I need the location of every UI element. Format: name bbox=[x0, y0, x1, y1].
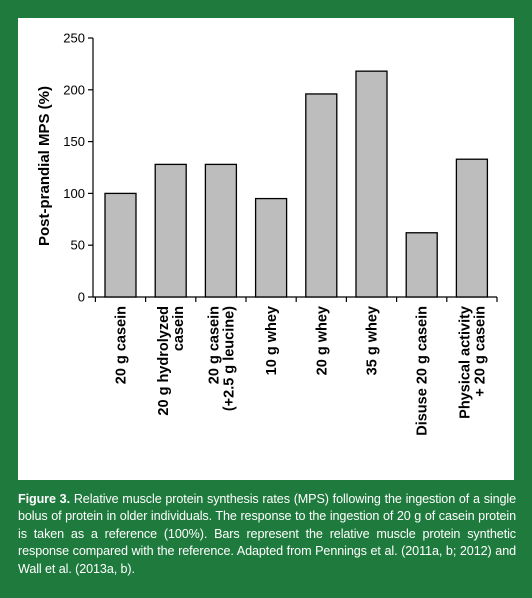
x-tick-label-line: 20 g whey bbox=[314, 306, 330, 375]
bar bbox=[204, 163, 238, 298]
bar bbox=[455, 158, 489, 298]
bar bbox=[355, 70, 388, 298]
x-tick-label: 20 g casein (+2.5 g leucine) bbox=[206, 306, 237, 411]
x-tick-label-line: casein bbox=[171, 306, 187, 351]
bar bbox=[254, 197, 288, 298]
x-tick-label-line: 20 g casein bbox=[206, 306, 222, 384]
figure-caption: Figure 3. Relative muscle protein synthe… bbox=[18, 491, 516, 578]
y-tick-label: 150 bbox=[63, 134, 85, 149]
x-tick-label: Physical activity + 20 g casein bbox=[457, 306, 488, 419]
x-tick-label-line: Disuse 20 g casein bbox=[415, 306, 431, 436]
bar-chart: 0 50 100 150 200 250 20 g casein 20 g hydrolyz… bbox=[36, 31, 498, 436]
x-tick-label: 20 g whey bbox=[314, 306, 330, 375]
x-tick-label-line: 35 g whey bbox=[365, 306, 381, 375]
bar bbox=[405, 232, 438, 298]
x-axis-labels: 20 g casein 20 g hydrolyzed casein 20 g cas… bbox=[114, 306, 489, 436]
y-axis: 0 50 100 150 200 250 bbox=[63, 31, 498, 305]
bar bbox=[154, 163, 187, 298]
caption-label: Figure 3. bbox=[18, 492, 70, 506]
x-tick-label-line: 20 g casein bbox=[114, 306, 130, 384]
x-tick-label-line: 20 g hydrolyzed bbox=[156, 306, 172, 416]
y-tick-label: 50 bbox=[71, 238, 85, 253]
y-tick-label: 250 bbox=[63, 31, 85, 46]
x-tick-label: 20 g hydrolyzed casein bbox=[156, 306, 187, 416]
x-tick-label: 35 g whey bbox=[365, 306, 381, 375]
x-tick-label-line: (+2.5 g leucine) bbox=[221, 306, 237, 411]
y-axis-label: Post-prandial MPS (%) bbox=[36, 86, 53, 246]
x-tick-label: 10 g whey bbox=[264, 306, 280, 375]
caption-text: Relative muscle protein synthesis rates … bbox=[18, 492, 517, 576]
x-tick-label: Disuse 20 g casein bbox=[415, 306, 431, 436]
bar bbox=[305, 93, 338, 298]
x-tick-label-line: Physical activity bbox=[457, 306, 473, 419]
bar bbox=[104, 192, 137, 298]
y-tick-label: 200 bbox=[63, 82, 85, 97]
bars bbox=[104, 70, 489, 298]
x-tick-label-line: + 20 g casein bbox=[472, 306, 488, 397]
y-tick-label: 100 bbox=[63, 186, 85, 201]
y-tick-label: 0 bbox=[78, 290, 85, 305]
x-tick-label-line: 10 g whey bbox=[264, 306, 280, 375]
x-tick-label: 20 g casein bbox=[114, 306, 130, 384]
